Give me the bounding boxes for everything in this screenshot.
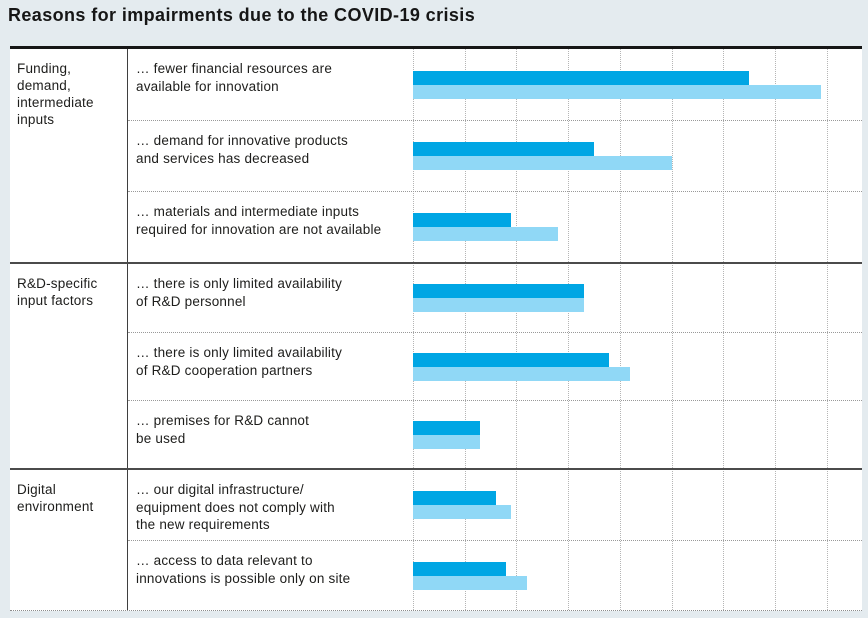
reason-row: … there is only limited availability of … [128, 332, 862, 400]
category-label: R&D-specific input factors [10, 264, 128, 468]
reason-label: … materials and intermediate inputs requ… [136, 204, 382, 237]
reason-label: … fewer financial resources are availabl… [136, 61, 333, 94]
page-title: Reasons for impairments due to the COVID… [8, 5, 476, 25]
bar-pair [413, 213, 558, 241]
rows: … there is only limited availability of … [128, 264, 862, 468]
bar-light [413, 227, 558, 241]
bar-light [413, 156, 672, 170]
reason-row: … materials and intermediate inputs requ… [128, 191, 862, 262]
category-label: Funding, demand, intermediate inputs [10, 49, 128, 262]
category-label: Digital environment [10, 470, 128, 610]
reason-row: … demand for innovative products and ser… [128, 120, 862, 191]
bar-light [413, 298, 584, 312]
chart-table: Funding, demand, intermediate inputs … f… [10, 46, 862, 611]
reason-label: … there is only limited availability of … [136, 276, 343, 309]
category-group: R&D-specific input factors … there is on… [10, 262, 862, 468]
bar-dark [413, 70, 750, 85]
bar-dark [413, 213, 512, 227]
bar-pair [413, 420, 481, 449]
bar-light [413, 575, 527, 590]
bar-dark [413, 352, 610, 367]
chart-cell [413, 121, 862, 191]
bar-light [413, 84, 822, 99]
bar-dark [413, 284, 584, 298]
chart-cell [413, 333, 862, 400]
bar-pair [413, 70, 822, 99]
rows: … our digital infrastructure/ equipment … [128, 470, 862, 610]
chart-cell [413, 264, 862, 332]
reason-label: … access to data relevant to innovations… [136, 553, 351, 586]
rows: … fewer financial resources are availabl… [128, 49, 862, 262]
reason-label: … premises for R&D cannot be used [136, 413, 310, 446]
reason-row: … our digital infrastructure/ equipment … [128, 470, 862, 540]
reason-label: … there is only limited availability of … [136, 345, 343, 378]
bar-light [413, 366, 631, 381]
bar-pair [413, 284, 584, 312]
reason-row: … fewer financial resources are availabl… [128, 49, 862, 120]
chart-cell [413, 49, 862, 120]
bar-pair [413, 561, 527, 590]
reason-label: … demand for innovative products and ser… [136, 133, 349, 166]
chart-cell [413, 401, 862, 468]
reason-label: … our digital infrastructure/ equipment … [136, 482, 335, 532]
chart-cell [413, 192, 862, 262]
reason-row: … premises for R&D cannot be used [128, 400, 862, 468]
reason-row: … there is only limited availability of … [128, 264, 862, 332]
category-group: Funding, demand, intermediate inputs … f… [10, 49, 862, 262]
bar-pair [413, 491, 512, 519]
bar-dark [413, 561, 507, 576]
category-group: Digital environment … our digital infras… [10, 468, 862, 610]
chart-cell [413, 541, 862, 610]
bar-pair [413, 352, 631, 381]
bar-light [413, 505, 512, 519]
chart-cell [413, 470, 862, 540]
reason-row: … access to data relevant to innovations… [128, 540, 862, 610]
bar-dark [413, 491, 496, 505]
bar-light [413, 434, 481, 449]
bar-dark [413, 420, 481, 435]
bar-dark [413, 142, 594, 156]
bar-pair [413, 142, 672, 170]
